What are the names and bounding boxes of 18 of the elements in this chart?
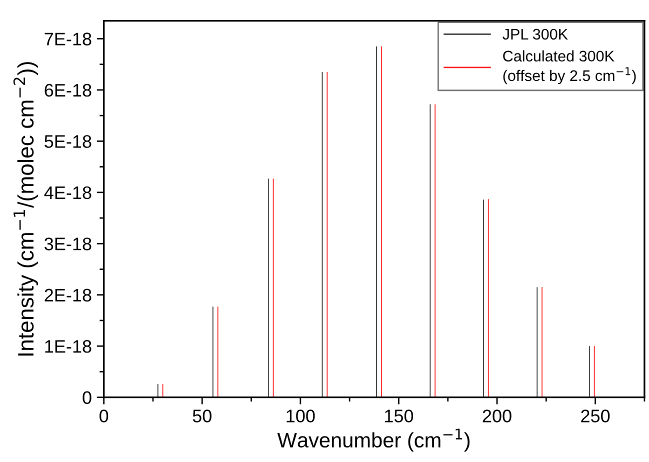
x-tick-label: 150 xyxy=(385,410,414,422)
legend-label: JPL 300K xyxy=(502,28,568,40)
y-tick-label: 4E-18 xyxy=(44,186,92,200)
y-axis-title: Intensity (cm$^{−1}$/(molec cm$^{−2}$)) xyxy=(13,62,38,356)
x-tick-label: 250 xyxy=(581,410,610,422)
y-tick-label: 7E-18 xyxy=(44,32,92,46)
y-tick-label: 3E-18 xyxy=(44,238,92,250)
y-tick-label: 2E-18 xyxy=(44,288,92,302)
x-tick-label: 200 xyxy=(482,410,512,422)
y-tick-label: 6E-18 xyxy=(44,84,92,97)
y-tick-label: 5E-18 xyxy=(44,135,92,148)
x-axis-title: Wavenumber (cm$^{−1}$) xyxy=(277,428,470,452)
y-tick-label: 0 xyxy=(82,391,92,404)
legend-label: Calculated 300K (offset by 2.5 cm$^{−1}$) xyxy=(503,50,636,84)
x-tick-label: 0 xyxy=(100,410,108,422)
x-tick-label: 50 xyxy=(192,410,212,422)
x-tick-label: 100 xyxy=(286,410,315,422)
y-tick-label: 1E-18 xyxy=(45,340,92,353)
